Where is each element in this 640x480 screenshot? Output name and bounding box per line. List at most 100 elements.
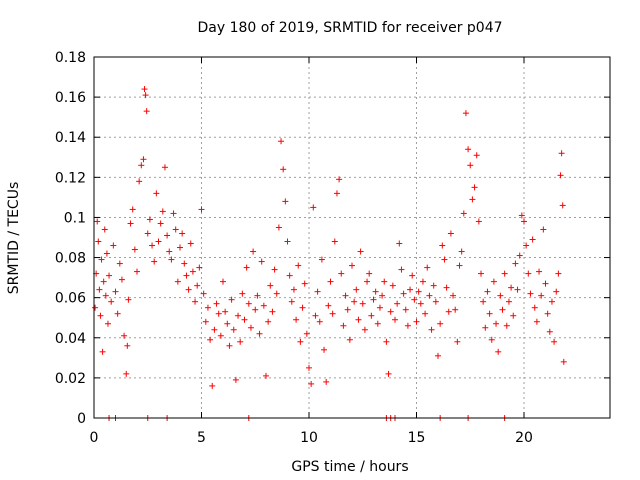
- data-point: [546, 328, 553, 335]
- data-point: [314, 288, 321, 295]
- data-point: [316, 318, 323, 325]
- data-point: [465, 146, 472, 153]
- data-point: [159, 208, 166, 215]
- data-point: [204, 304, 211, 311]
- data-point: [284, 238, 291, 245]
- data-point: [398, 266, 405, 273]
- data-point: [116, 260, 123, 267]
- y-tick-label: 0.1: [64, 210, 86, 226]
- data-point: [336, 176, 343, 183]
- data-point: [516, 252, 523, 259]
- data-point: [372, 288, 379, 295]
- data-point: [153, 190, 160, 197]
- data-point: [237, 338, 244, 345]
- data-point: [488, 336, 495, 343]
- data-point: [125, 296, 132, 303]
- data-point: [351, 298, 358, 305]
- data-point: [411, 296, 418, 303]
- data-point: [508, 284, 515, 291]
- data-point: [458, 248, 465, 255]
- data-point: [437, 320, 444, 327]
- data-point: [185, 286, 192, 293]
- data-point: [553, 288, 560, 295]
- data-point: [123, 370, 130, 377]
- data-point: [484, 288, 491, 295]
- x-tick-label: 5: [197, 430, 206, 446]
- data-point: [306, 364, 312, 371]
- data-point: [104, 320, 111, 327]
- x-tick-label: 10: [300, 430, 318, 446]
- data-point: [349, 262, 355, 269]
- data-point: [94, 218, 101, 225]
- data-point: [514, 286, 521, 293]
- data-point: [415, 288, 422, 295]
- data-point: [555, 270, 562, 277]
- data-point: [385, 370, 392, 377]
- data-point: [327, 278, 334, 285]
- data-point: [164, 232, 171, 239]
- data-point: [271, 266, 278, 273]
- data-point: [198, 206, 205, 213]
- data-point: [379, 292, 386, 299]
- data-point: [250, 248, 257, 255]
- data-point: [140, 156, 147, 163]
- data-point: [97, 312, 104, 319]
- data-point: [194, 282, 201, 289]
- data-point: [521, 218, 527, 225]
- data-point: [146, 216, 153, 223]
- data-point: [353, 286, 360, 293]
- data-point: [527, 290, 534, 297]
- data-point: [118, 276, 125, 283]
- data-point: [452, 306, 459, 313]
- data-point: [157, 220, 164, 227]
- data-point: [232, 376, 239, 383]
- data-point: [439, 242, 446, 249]
- data-point: [441, 256, 448, 263]
- data-point: [144, 230, 151, 237]
- data-point: [224, 320, 231, 327]
- data-point: [138, 162, 145, 169]
- data-point: [518, 212, 525, 219]
- data-point: [202, 318, 209, 325]
- data-point: [331, 238, 338, 245]
- data-point: [129, 206, 136, 213]
- data-point: [503, 322, 510, 329]
- data-point: [108, 298, 115, 305]
- data-points: [92, 86, 567, 421]
- data-point: [462, 110, 469, 117]
- data-point: [181, 260, 188, 267]
- data-point: [297, 338, 304, 345]
- x-tick-label: 15: [408, 430, 426, 446]
- data-point: [215, 310, 222, 317]
- data-point: [387, 308, 394, 315]
- y-tick-label: 0.08: [55, 251, 86, 267]
- data-point: [96, 286, 103, 293]
- data-point: [196, 264, 203, 271]
- data-point: [383, 338, 390, 345]
- data-point: [177, 244, 183, 251]
- data-point: [426, 292, 433, 299]
- data-point: [256, 330, 263, 337]
- data-point: [325, 302, 332, 309]
- data-point: [495, 348, 502, 355]
- y-tick-label: 0.18: [55, 50, 86, 66]
- data-point: [278, 138, 285, 145]
- data-point: [370, 296, 377, 303]
- data-point: [529, 236, 536, 243]
- data-point: [143, 108, 150, 115]
- data-point: [121, 332, 128, 339]
- data-point: [480, 298, 487, 305]
- data-point: [228, 296, 235, 303]
- data-point: [187, 240, 194, 247]
- chart-title: Day 180 of 2019, SRMTID for receiver p04…: [197, 20, 502, 36]
- data-point: [469, 196, 476, 203]
- data-point: [220, 278, 226, 285]
- data-point: [454, 338, 461, 345]
- data-point: [254, 292, 261, 299]
- data-point: [207, 336, 214, 343]
- data-point: [542, 280, 549, 287]
- data-point: [267, 282, 274, 289]
- data-point: [536, 268, 543, 275]
- data-point: [323, 378, 330, 385]
